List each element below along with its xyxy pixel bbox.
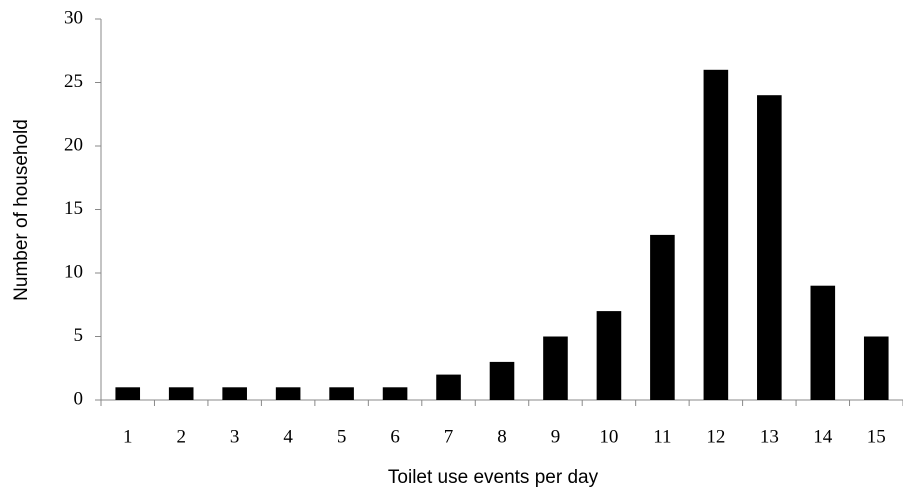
bar	[222, 387, 247, 400]
bar	[489, 361, 515, 400]
x-tick-label: 15	[867, 426, 886, 447]
bar	[650, 234, 675, 400]
x-tick-label: 4	[283, 426, 293, 447]
y-tick-label: 5	[74, 325, 84, 346]
x-tick-label: 2	[176, 426, 186, 447]
bar	[168, 387, 194, 400]
y-tick-label: 20	[64, 134, 83, 155]
y-tick-label: 10	[64, 261, 83, 282]
bar	[596, 311, 622, 400]
x-tick-label: 10	[599, 426, 618, 447]
bar	[703, 69, 729, 401]
x-tick-label: 11	[653, 426, 671, 447]
x-tick-label: 8	[497, 426, 507, 447]
x-tick-label: 5	[337, 426, 347, 447]
bar	[810, 285, 836, 400]
bar	[275, 387, 301, 400]
x-tick-label: 12	[706, 426, 725, 447]
x-tick-label: 6	[390, 426, 400, 447]
x-tick-label: 13	[760, 426, 779, 447]
y-tick-label: 15	[64, 198, 83, 219]
bar	[543, 336, 568, 400]
bar	[863, 336, 889, 400]
y-tick-label: 25	[64, 71, 83, 92]
bar	[329, 387, 354, 400]
x-tick-label: 14	[813, 426, 833, 447]
x-axis-title: Toilet use events per day	[388, 467, 599, 488]
x-tick-label: 7	[444, 426, 454, 447]
bar	[757, 95, 782, 400]
y-tick-label: 0	[74, 388, 84, 409]
bar	[115, 387, 141, 400]
x-tick-label: 9	[551, 426, 561, 447]
bar	[436, 374, 461, 400]
x-tick-label: 3	[230, 426, 240, 447]
x-tick-label: 1	[123, 426, 133, 447]
y-tick-label: 30	[64, 7, 83, 28]
y-axis-title: Number of household	[11, 119, 32, 301]
bar	[382, 387, 408, 400]
